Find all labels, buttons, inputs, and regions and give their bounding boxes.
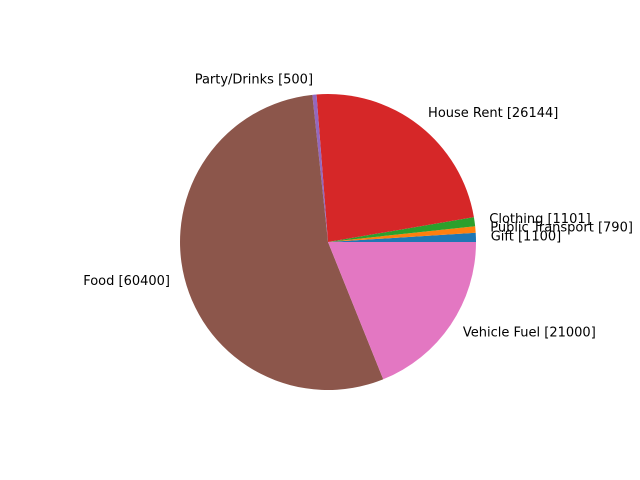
slice-label: Party/Drinks [500] <box>195 72 313 87</box>
slice-label: House Rent [26144] <box>428 106 558 121</box>
pie-slice <box>328 217 476 242</box>
slice-label: Gift [1100] <box>491 229 561 244</box>
pie-slice <box>316 94 474 242</box>
slice-label: Clothing [1101] <box>489 212 590 227</box>
pie-slice <box>328 232 476 242</box>
slice-label: Food [60400] <box>83 274 170 289</box>
slice-label: Public Transport [790] <box>490 221 633 236</box>
pie-slice <box>328 242 476 380</box>
pie-slice <box>180 94 384 390</box>
slice-label: Vehicle Fuel [21000] <box>463 326 596 341</box>
pie-slice <box>312 94 328 242</box>
pie-slices <box>180 94 476 390</box>
pie-labels: Gift [1100]Public Transport [790]Clothin… <box>83 72 633 340</box>
pie-slice <box>328 226 476 242</box>
